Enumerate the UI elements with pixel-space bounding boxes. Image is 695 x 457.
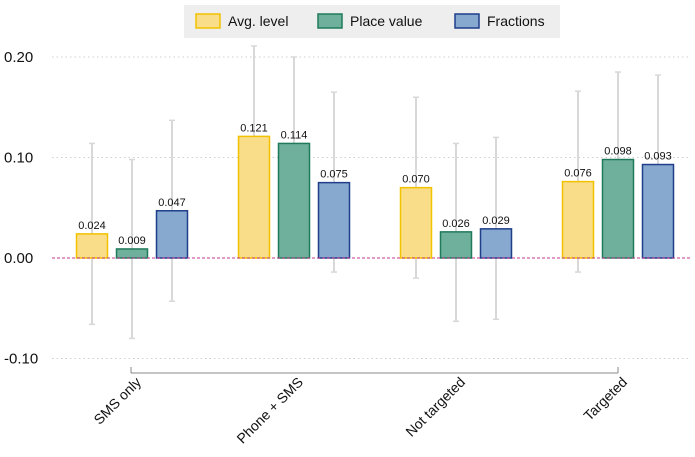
bar-place-value (277, 142, 311, 259)
legend-label: Avg. level (228, 13, 288, 29)
legend: Avg. level Place value Fractions (184, 5, 560, 38)
y-tick-label: 0.10 (4, 150, 33, 167)
x-category-label: Phone + SMS (233, 374, 306, 447)
data-label: 0.114 (281, 129, 308, 141)
data-label: 0.029 (482, 215, 510, 227)
legend-label: Fractions (487, 13, 545, 29)
x-category-label: Not targeted (402, 374, 468, 440)
y-tick-label: 0.00 (4, 250, 33, 267)
bar-place-value (439, 231, 473, 259)
legend-swatch (317, 13, 343, 29)
bar-fractions (317, 181, 351, 259)
data-label: 0.121 (240, 122, 268, 134)
legend-swatch (454, 13, 480, 29)
bar-fractions (155, 210, 189, 259)
bar-fractions (479, 228, 513, 259)
data-label: 0.098 (604, 146, 632, 158)
grid-layer (52, 56, 690, 359)
legend-swatch (195, 13, 221, 29)
data-label: 0.093 (644, 151, 672, 163)
data-label: 0.024 (78, 220, 106, 232)
bar-avg-level (75, 233, 109, 259)
bar-fractions (641, 163, 675, 259)
bar-place-value (601, 158, 635, 259)
data-label: 0.026 (442, 218, 470, 230)
bar-avg-level (561, 180, 595, 259)
data-label: 0.076 (564, 168, 592, 180)
x-category-label: SMS only (90, 374, 144, 428)
y-tick-label: -0.10 (4, 351, 38, 368)
y-tick-label: 0.20 (4, 49, 33, 66)
data-label-layer: 0.024 0.121 0.070 0.076 0.009 0.114 0.026 0.098… (78, 122, 672, 247)
legend-box (184, 5, 560, 38)
data-label: 0.075 (320, 169, 348, 181)
bar-avg-level (237, 135, 271, 259)
legend-label: Place value (350, 13, 423, 29)
data-label: 0.047 (158, 197, 186, 209)
data-label: 0.009 (118, 235, 146, 247)
data-label: 0.070 (402, 174, 430, 186)
bar-avg-level (399, 186, 433, 259)
x-category-label: Targeted (580, 374, 630, 424)
bar-place-value (115, 248, 149, 259)
